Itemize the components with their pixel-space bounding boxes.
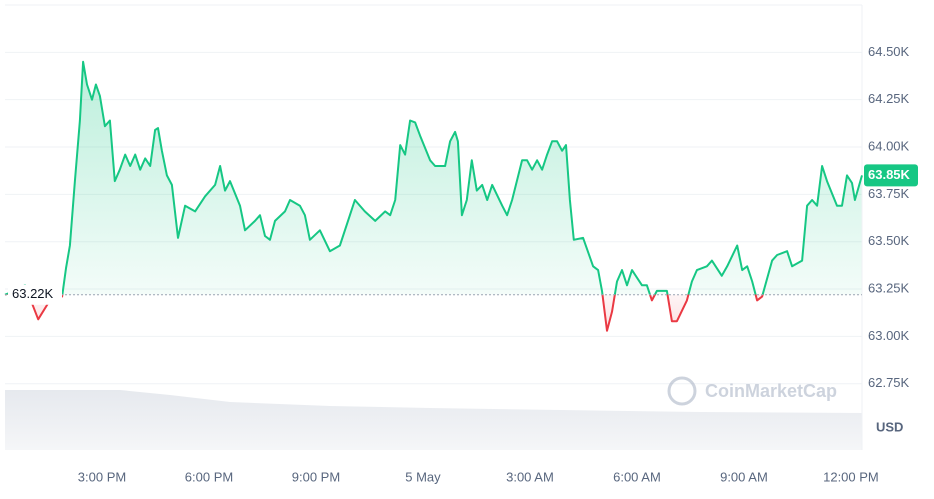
x-tick-label: 9:00 AM xyxy=(720,469,768,484)
price-line xyxy=(4,60,863,332)
baseline-label-bg xyxy=(8,284,62,305)
x-tick-label: 9:00 PM xyxy=(292,469,340,484)
watermark-text: CoinMarketCap xyxy=(705,381,837,401)
x-tick-label: 3:00 PM xyxy=(78,469,126,484)
x-tick-label: 12:00 PM xyxy=(823,469,879,484)
watermark: CoinMarketCap xyxy=(667,376,837,406)
y-tick-label: 63.75K xyxy=(868,186,910,201)
x-tick-label: 6:00 PM xyxy=(185,469,233,484)
volume-area xyxy=(5,390,862,450)
current-price-label: 63.85K xyxy=(868,167,911,182)
y-tick-label: 64.25K xyxy=(868,91,910,106)
x-tick-label: 3:00 AM xyxy=(506,469,554,484)
y-tick-label: 64.00K xyxy=(868,138,910,153)
y-tick-label: 64.50K xyxy=(868,44,910,59)
y-tick-label: 63.00K xyxy=(868,328,910,343)
baseline-label: 63.22K xyxy=(12,286,54,301)
watermark-logo xyxy=(667,376,697,406)
price-area xyxy=(5,61,862,331)
y-tick-label: 62.75K xyxy=(868,375,910,390)
current-price-badge xyxy=(864,164,918,187)
x-tick-label: 5 May xyxy=(405,469,441,484)
y-tick-label: 63.25K xyxy=(868,280,910,295)
y-tick-label: 63.50K xyxy=(868,233,910,248)
x-tick-label: 6:00 AM xyxy=(613,469,661,484)
currency-label: USD xyxy=(876,419,903,434)
